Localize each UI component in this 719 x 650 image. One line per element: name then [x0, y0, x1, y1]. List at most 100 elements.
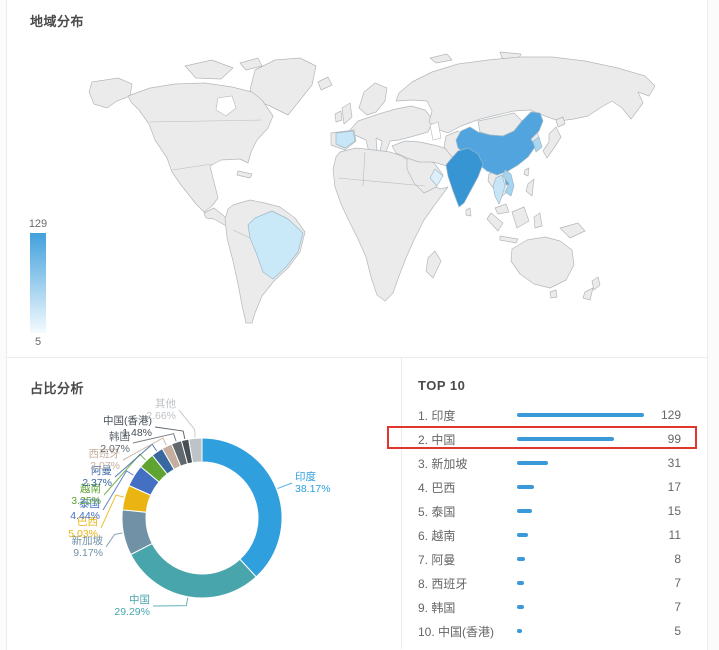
top10-value: 15	[667, 504, 681, 518]
map-cuba	[236, 170, 253, 179]
map-border-south-america	[232, 229, 251, 239]
map-border-sahara	[362, 151, 366, 187]
top10-section-title: TOP 10	[418, 378, 466, 393]
map-country-brazil[interactable]	[247, 210, 304, 280]
top10-value: 5	[674, 624, 681, 638]
pie-slice-11[interactable]	[188, 437, 203, 464]
map-philippines	[525, 178, 535, 197]
top10-bar	[517, 413, 644, 417]
top10-rank-name: 1. 印度	[418, 408, 456, 423]
pie-label-leader	[100, 494, 124, 529]
top10-row-5: 5. 泰国 15	[418, 499, 707, 523]
top10-bar-track	[517, 509, 648, 513]
top10-value: 7	[674, 600, 681, 614]
pie-label-leader	[132, 433, 177, 444]
top10-row-3: 3. 新加坡 31	[418, 451, 707, 475]
pie-label-leader	[154, 426, 186, 439]
pie-slice-1[interactable]	[201, 437, 283, 578]
top10-row-1: 1. 印度 129	[418, 403, 707, 427]
map-country-india[interactable]	[445, 147, 484, 208]
pie-label-10: 中国(香港) 1.48%	[103, 414, 152, 439]
map-europe	[349, 105, 434, 153]
top10-row-2: 2. 中国 99	[418, 427, 707, 451]
top10-bar	[517, 557, 525, 561]
top10-bar	[517, 533, 528, 537]
top10-rank-name: 4. 巴西	[418, 480, 456, 495]
pie-label-leader	[102, 470, 134, 511]
donut-chart: 印度 38.17% 中国 29.29% 新加坡 9.17%巴西 5.03%泰国 4.44%越南…	[68, 397, 331, 618]
pie-label-leader	[122, 437, 167, 461]
map-section-title: 地域分布	[30, 14, 85, 29]
map-country-thailand[interactable]	[492, 174, 506, 205]
top10-value: 8	[674, 552, 681, 566]
map-british-isles	[334, 102, 353, 125]
map-sri-lanka	[465, 207, 472, 217]
geo-distribution-panel: 地域分布	[6, 0, 708, 650]
map-country-south-korea[interactable]	[532, 136, 543, 153]
top10-bar-track	[517, 557, 648, 561]
pie-label-leader	[178, 409, 196, 438]
pie-label-1: 印度 38.17%	[295, 470, 331, 495]
map-indonesia	[486, 206, 586, 244]
pie-label-leader	[105, 532, 123, 548]
top10-bar	[517, 437, 615, 441]
pie-label-leader	[152, 597, 189, 607]
pie-slice-2[interactable]	[130, 542, 257, 599]
map-north-america	[127, 82, 274, 213]
pie-label-8: 西班牙 2.07%	[89, 448, 121, 472]
top10-bar-track	[517, 605, 648, 609]
bottom-row: 占比分析 印度 38.17% 中国 29.29% 新加坡 9.17% 巴西 5.03% 泰国 4.…	[7, 358, 707, 649]
top10-value: 31	[667, 456, 681, 470]
top10-row-8: 8. 西班牙 7	[418, 571, 707, 595]
top10-rank-name: 9. 韩国	[418, 600, 456, 615]
map-color-legend: 129 5	[21, 218, 55, 348]
map-arctic-islands	[184, 51, 522, 80]
map-border-us-canada	[149, 119, 263, 123]
top10-bar	[517, 605, 524, 609]
top10-rank-name: 3. 新加坡	[418, 456, 468, 471]
map-hudson-bay	[215, 95, 237, 117]
top10-section: TOP 10 1. 印度 129 2. 中国 99 3. 新加坡 31 4. 巴西 17 5. …	[402, 358, 707, 649]
map-madagascar	[425, 250, 442, 279]
pie-label-7: 阿曼 2.37%	[82, 465, 112, 489]
map-japan	[542, 116, 566, 159]
pie-label-11: 其他 2.66%	[146, 397, 176, 422]
top10-value: 11	[668, 528, 681, 542]
top10-bar-track	[517, 629, 648, 633]
map-tasmania	[549, 289, 558, 299]
map-border-sahel	[337, 177, 426, 187]
legend-gradient-bar	[30, 233, 46, 333]
pie-label-5: 泰国 4.44%	[70, 497, 100, 522]
pie-section-title: 占比分析	[30, 381, 85, 396]
map-new-zealand	[582, 276, 601, 301]
top10-row-9: 9. 韩国 7	[418, 595, 707, 619]
top10-rank-name: 5. 泰国	[418, 504, 456, 519]
top10-rank-name: 7. 阿曼	[418, 552, 456, 567]
map-russia	[395, 56, 656, 134]
top10-row-6: 6. 越南 11	[418, 523, 707, 547]
pie-label-9: 韩国 2.07%	[100, 430, 130, 455]
top10-row-4: 4. 巴西 17	[418, 475, 707, 499]
top10-bar	[517, 461, 548, 465]
map-country-vietnam[interactable]	[502, 169, 515, 197]
map-australia	[510, 236, 575, 289]
pie-label-leader	[277, 482, 293, 490]
map-country-spain[interactable]	[335, 130, 356, 149]
top10-value: 17	[667, 480, 681, 494]
top10-bar-track	[517, 413, 648, 417]
pie-label-6: 越南 3.25%	[71, 482, 101, 507]
top10-bar	[517, 629, 522, 633]
top10-bar	[517, 509, 532, 513]
top10-rank-name: 2. 中国	[418, 432, 456, 447]
map-country-oman[interactable]	[429, 168, 444, 187]
map-border-us-mexico	[171, 163, 213, 171]
top10-list: 1. 印度 129 2. 中国 99 3. 新加坡 31 4. 巴西 17 5. 泰国 15 6. …	[418, 403, 707, 643]
top10-bar	[517, 581, 524, 585]
map-taiwan	[523, 167, 530, 177]
top10-bar	[517, 485, 534, 489]
top10-value: 7	[674, 576, 681, 590]
top10-bar-track	[517, 533, 648, 537]
top10-bar-track	[517, 581, 648, 585]
legend-max-value: 129	[28, 218, 48, 230]
pie-label-3: 新加坡 9.17%	[72, 534, 104, 559]
